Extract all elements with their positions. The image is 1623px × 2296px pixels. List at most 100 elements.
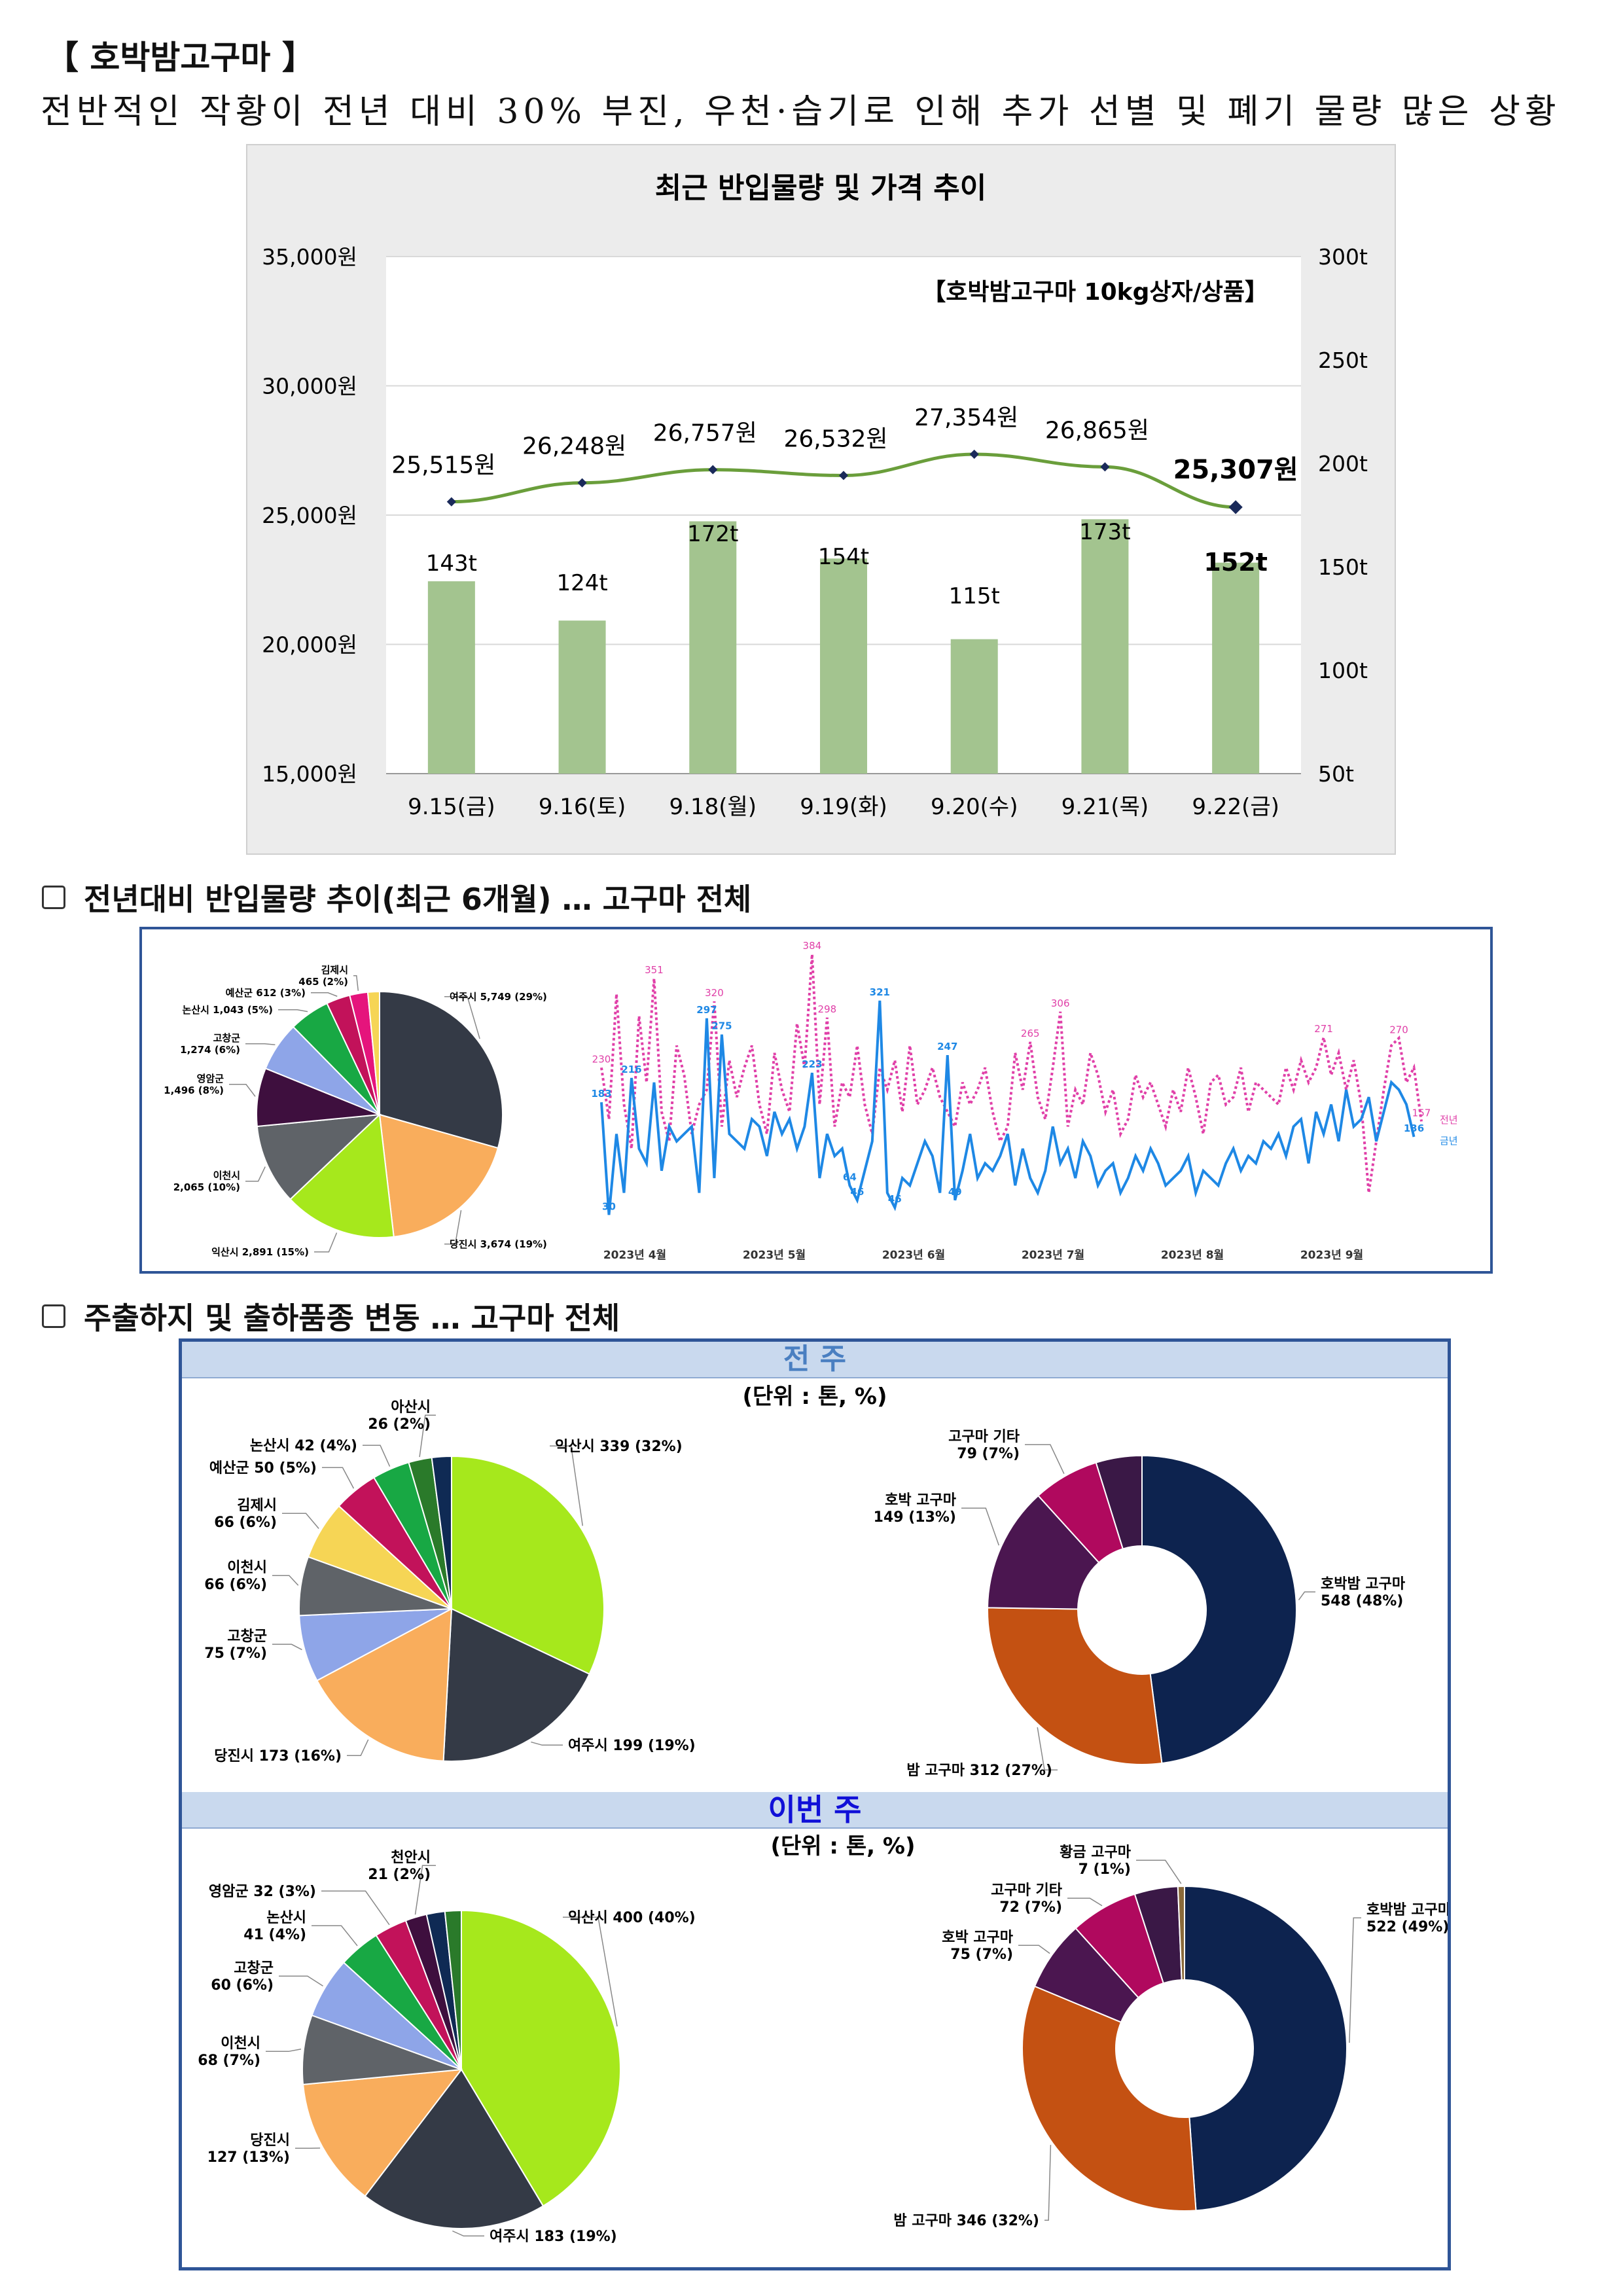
volume-bar bbox=[950, 639, 998, 774]
leader-line bbox=[322, 1467, 355, 1489]
leader-line bbox=[1037, 1727, 1058, 1771]
leader-line bbox=[363, 1444, 391, 1467]
price-label: 25,515원 bbox=[391, 452, 495, 479]
last-year-line bbox=[600, 954, 1423, 1193]
data-label: 30 bbox=[602, 1200, 616, 1212]
data-label: 46 bbox=[850, 1186, 864, 1198]
price-label: 26,248원 bbox=[522, 433, 626, 460]
origin-variety-panel: 전 주 이번 주 (단위 : 톤, %) (단위 : 톤, %) 익산시 339 (… bbox=[179, 1338, 1451, 2270]
volume-label: 124t bbox=[556, 570, 607, 596]
pie-slice bbox=[289, 1113, 395, 1238]
leader-line bbox=[245, 1166, 266, 1182]
leader-line bbox=[444, 1210, 462, 1245]
price-label: 27,354원 bbox=[914, 404, 1018, 431]
y-right-tick-label: 300t bbox=[1318, 244, 1368, 270]
slice-label: 익산시 339 (32%) bbox=[555, 1439, 683, 1455]
slice-label: 논산시 1,043 (5%) bbox=[183, 1004, 273, 1016]
leader-line bbox=[282, 1513, 319, 1529]
slice-label: 여주시 5,749 (29%) bbox=[450, 991, 547, 1003]
slice-label: 이천시 68 (7%) bbox=[198, 2036, 260, 2069]
legend-label: 금년 bbox=[1440, 1135, 1458, 1147]
pie-slice bbox=[451, 1455, 605, 1676]
x-tick-label: 2023년 8월 bbox=[1161, 1249, 1224, 1262]
leader-line bbox=[312, 1925, 358, 1946]
x-tick-label: 9.19(화) bbox=[800, 794, 887, 820]
pie-slice bbox=[302, 2014, 462, 2085]
slice-label: 당진시 3,674 (19%) bbox=[450, 1238, 547, 1250]
pie-slice bbox=[1184, 1885, 1347, 2212]
leader-line bbox=[353, 975, 359, 991]
price-volume-chart: 15,000원 20,000원 25,000원 30,000원 35,000원 50t 10… bbox=[262, 171, 1368, 820]
origin-variety-charts: (단위 : 톤, %) (단위 : 톤, %) 익산시 339 (32%) 여주시 1… bbox=[198, 1384, 1448, 2245]
checkbox-icon[interactable] bbox=[42, 1304, 65, 1328]
x-tick-label: 2023년 5월 bbox=[743, 1249, 806, 1262]
leader-line bbox=[419, 1414, 436, 1458]
leader-line bbox=[347, 1739, 369, 1757]
checkbox-icon[interactable] bbox=[42, 886, 65, 909]
slice-label: 호박밤 고구마 548 (48%) bbox=[1321, 1576, 1406, 1609]
slice-label: 예산군 612 (3%) bbox=[226, 987, 306, 999]
price-label: 26,532원 bbox=[783, 425, 887, 452]
data-label: 223 bbox=[802, 1058, 822, 1070]
x-tick-label: 9.22(금) bbox=[1192, 794, 1279, 820]
slice-label: 논산시 42 (4%) bbox=[250, 1438, 357, 1454]
data-label: 183 bbox=[591, 1088, 611, 1100]
leader-line bbox=[1298, 1591, 1315, 1600]
leader-line bbox=[245, 1043, 276, 1046]
pie-slice bbox=[442, 1607, 590, 1762]
panel-label-this-week: 이번 주 bbox=[182, 1792, 1448, 1829]
slice-label: 이천시 2,065 (10%) bbox=[173, 1170, 240, 1193]
y-right-tick-label: 50t bbox=[1318, 761, 1354, 787]
price-marker bbox=[838, 471, 849, 480]
y-right-tick-label: 250t bbox=[1318, 348, 1368, 373]
pie-slice bbox=[987, 1607, 1163, 1765]
x-tick-label: 9.15(금) bbox=[408, 794, 495, 820]
this-year-line bbox=[600, 1000, 1416, 1215]
pie-slice bbox=[1095, 1454, 1143, 1550]
data-label: 320 bbox=[705, 987, 724, 999]
slice-label: 예산군 50 (5%) bbox=[209, 1460, 317, 1477]
slice-label: 밤 고구마 312 (27%) bbox=[906, 1763, 1052, 1779]
volume-bar bbox=[1081, 519, 1129, 774]
price-label: 25,307원 bbox=[1173, 455, 1298, 485]
slice-label: 고구마 기타 72 (7%) bbox=[991, 1882, 1063, 1916]
leader-line bbox=[314, 1232, 338, 1253]
price-label: 26,757원 bbox=[653, 420, 757, 447]
pie-slice bbox=[987, 1494, 1100, 1610]
data-label: 247 bbox=[937, 1041, 957, 1052]
y-left-tick-label: 30,000원 bbox=[262, 374, 357, 399]
pie-slice bbox=[316, 1607, 453, 1762]
slice-label: 고창군 75 (7%) bbox=[204, 1628, 267, 1662]
leader-line bbox=[452, 2230, 484, 2237]
slice-label: 황금 고구마 7 (1%) bbox=[1060, 1844, 1132, 1878]
slice-label: 호박 고구마 75 (7%) bbox=[942, 1929, 1014, 1963]
y-right-tick-label: 100t bbox=[1318, 658, 1368, 683]
slice-label: 천안시 21 (2%) bbox=[368, 1850, 431, 1883]
price-marker bbox=[446, 497, 456, 507]
slice-label: 당진시 127 (13%) bbox=[207, 2132, 290, 2166]
x-tick-label: 2023년 7월 bbox=[1022, 1249, 1084, 1262]
x-tick-label: 2023년 9월 bbox=[1300, 1249, 1363, 1262]
leader-line bbox=[1025, 1444, 1065, 1474]
price-marker bbox=[1100, 462, 1110, 472]
leader-line bbox=[279, 1975, 323, 1986]
pie-slice bbox=[461, 1909, 621, 2207]
product-title: 【 호박밤고구마 】 bbox=[46, 39, 315, 77]
data-label: 271 bbox=[1314, 1023, 1333, 1035]
leader-line bbox=[961, 1507, 1000, 1546]
pie-slice bbox=[366, 990, 380, 1115]
section-heading-text: 전년대비 반입물량 추이(최근 6개월) … 고구마 전체 bbox=[84, 882, 752, 917]
pie-slice bbox=[364, 2068, 544, 2229]
slice-label: 고구마 기타 79 (7%) bbox=[948, 1429, 1020, 1462]
volume-label: 115t bbox=[949, 583, 1000, 609]
data-label: 46 bbox=[888, 1193, 902, 1205]
leader-line bbox=[278, 1009, 308, 1013]
y-right-tick-label: 150t bbox=[1318, 554, 1368, 580]
volume-label: 173t bbox=[1079, 519, 1130, 545]
x-tick-label: 9.18(월) bbox=[669, 794, 757, 820]
data-label: 136 bbox=[1404, 1122, 1424, 1134]
pie-slice bbox=[1141, 1454, 1297, 1765]
data-label: 270 bbox=[1389, 1024, 1408, 1035]
data-label: 64 bbox=[843, 1171, 857, 1183]
slice-label: 밤 고구마 346 (32%) bbox=[893, 2213, 1039, 2229]
